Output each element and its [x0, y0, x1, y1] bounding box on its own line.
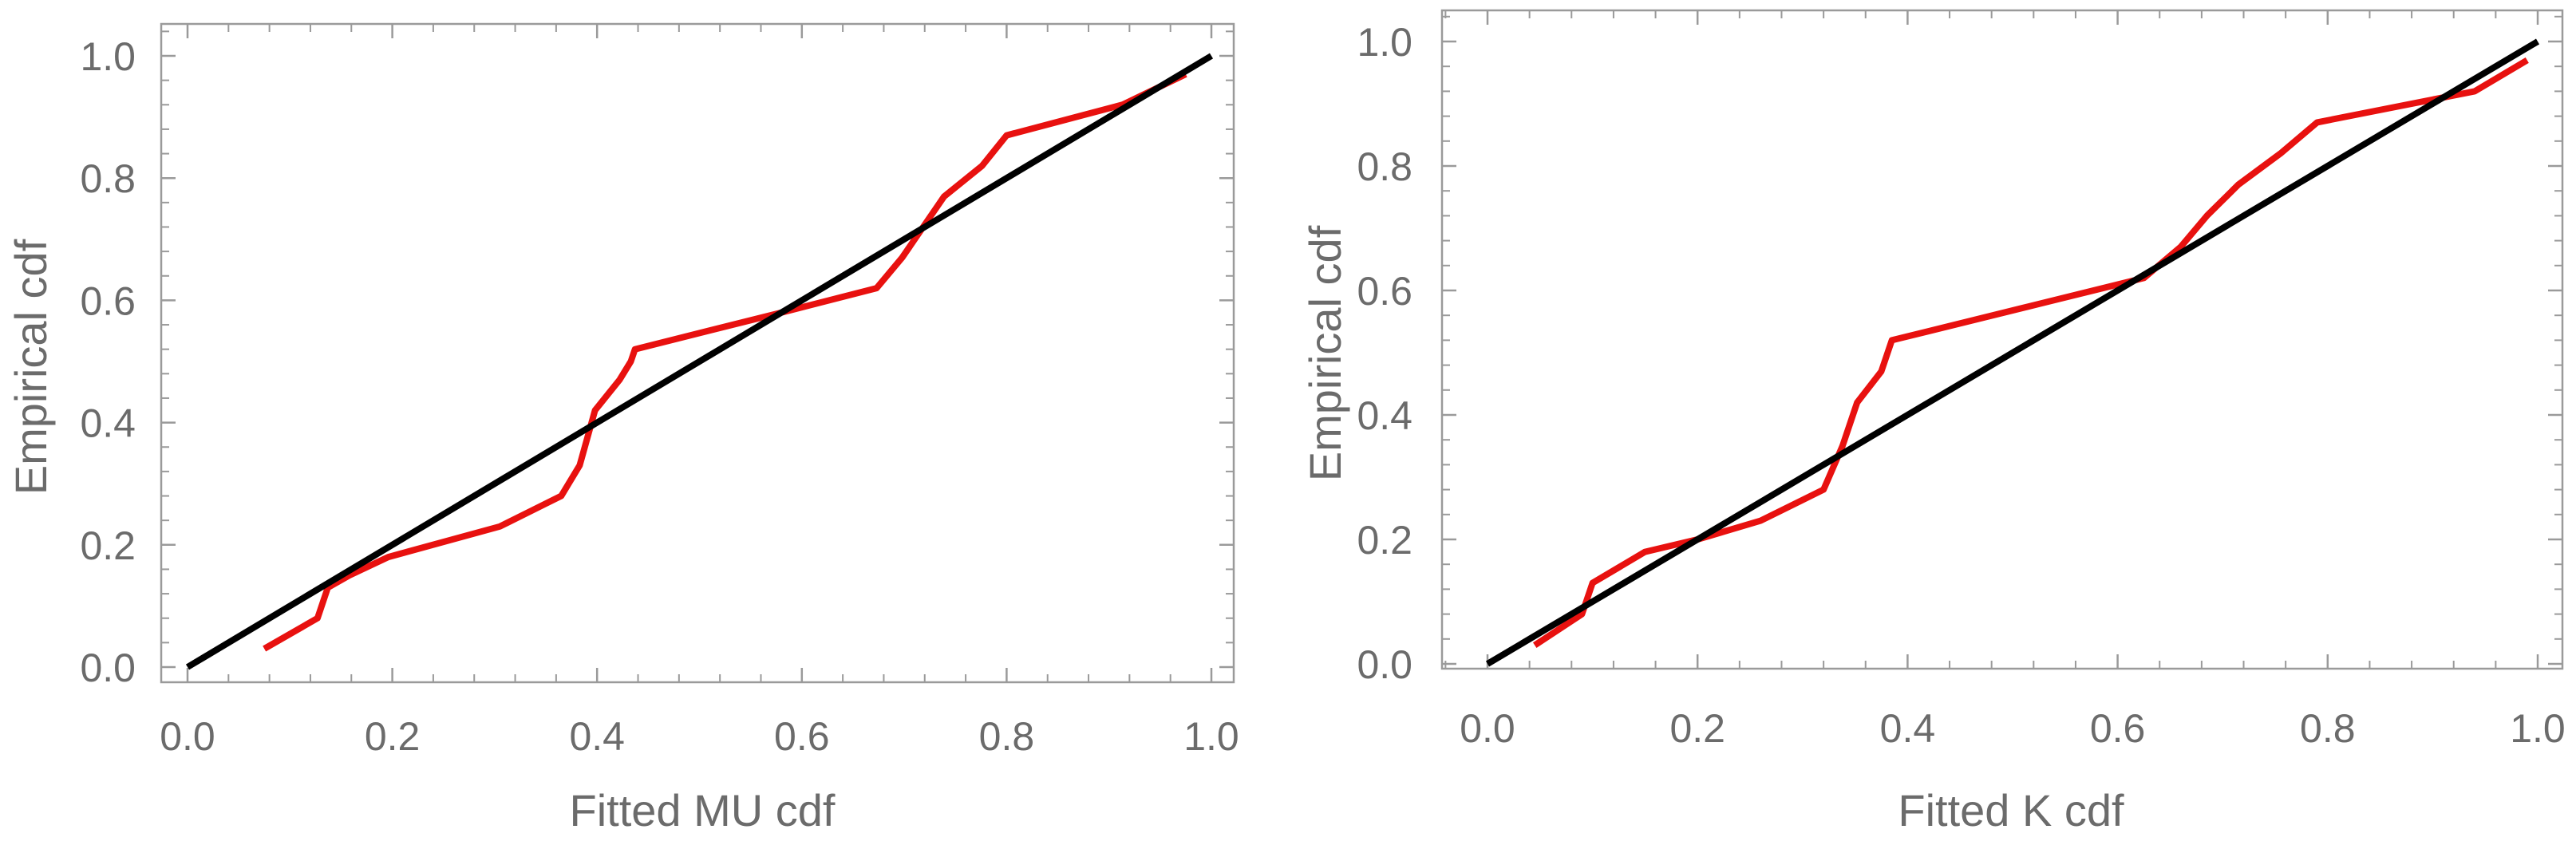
left-y-tick-label: 0.4 — [80, 401, 136, 446]
right-x-tick-label: 0.6 — [2090, 706, 2146, 751]
left-y-tick-label: 0.8 — [80, 156, 136, 201]
right-chart-panel: 0.0 0.2 0.4 0.6 0.8 1.0 0.0 0.2 0.4 0.6 0.8 1.0 Fitt… — [1300, 9, 2566, 835]
right-y-tick-label: 0.4 — [1357, 393, 1412, 438]
right-x-tick-label: 0.4 — [1880, 706, 1936, 751]
right-reference-diagonal-line — [1485, 38, 2540, 667]
right-y-tick-label: 0.2 — [1357, 518, 1412, 563]
left-x-tick-label: 0.6 — [774, 714, 830, 759]
left-y-axis-title: Empirical cdf — [6, 239, 56, 495]
right-y-tick-label: 0.0 — [1357, 642, 1412, 687]
left-x-tick-label: 1.0 — [1183, 714, 1239, 759]
left-y-tick-label: 0.2 — [80, 523, 136, 568]
right-x-tick-label: 0.8 — [2300, 706, 2356, 751]
left-plot-frame — [160, 22, 1235, 684]
right-x-tick-label: 0.2 — [1669, 706, 1725, 751]
right-y-axis-title: Empirical cdf — [1300, 225, 1350, 481]
left-y-tick-label: 0.6 — [80, 278, 136, 323]
right-x-tick-label: 0.0 — [1460, 706, 1515, 751]
right-y-tick-label: 0.6 — [1357, 269, 1412, 314]
right-y-tick-label: 0.8 — [1357, 144, 1412, 189]
left-x-tick-label: 0.8 — [979, 714, 1035, 759]
right-x-tick-label: 1.0 — [2510, 706, 2566, 751]
left-x-tick-label: 0.0 — [160, 714, 215, 759]
left-y-tick-label: 1.0 — [80, 34, 136, 79]
left-y-tick-label: 0.0 — [80, 646, 136, 690]
right-x-axis-title: Fitted K cdf — [1898, 785, 2124, 835]
left-empirical-cdf-line — [263, 71, 1187, 652]
right-y-tick-label: 1.0 — [1357, 20, 1412, 65]
right-empirical-cdf-line — [1532, 57, 2529, 648]
left-reference-diagonal-line — [185, 53, 1214, 670]
left-chart-panel: 0.0 0.2 0.4 0.6 0.8 1.0 0.0 0.2 0.4 0.6 0.8 1.0 Fitt… — [6, 22, 1239, 835]
left-x-axis-title: Fitted MU cdf — [570, 785, 836, 835]
left-x-tick-label: 0.4 — [569, 714, 625, 759]
left-x-tick-label: 0.2 — [365, 714, 421, 759]
